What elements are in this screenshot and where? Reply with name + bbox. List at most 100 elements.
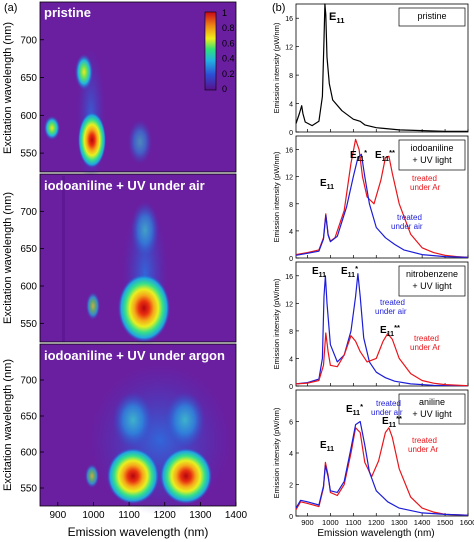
y-tick-label: 12 xyxy=(285,301,293,308)
y-tick-label: 700 xyxy=(20,376,37,387)
heatmap-argon: iodoaniline + UV under argon xyxy=(39,343,237,515)
legend-box xyxy=(398,139,466,171)
legend-label: nitrobenzene xyxy=(406,269,458,279)
panel-a-ylabel-top: Excitation wavelength (nm) xyxy=(2,22,14,154)
x-tick-label: 1000 xyxy=(82,510,105,521)
panel-a-xlabel: Emission wavelength (nm) xyxy=(68,525,209,539)
annotation: E11 xyxy=(320,178,334,191)
hm-blob xyxy=(165,392,205,448)
annotation: treated xyxy=(380,298,405,307)
y-axis-label: Emission intensity (pW/nm) xyxy=(272,278,281,369)
y-axis-label: Emission intensity (pW/nm) xyxy=(272,151,281,242)
y-tick-label: 8 xyxy=(289,329,293,336)
x-tick-label: 1600 xyxy=(460,518,474,527)
series-line xyxy=(295,420,469,516)
y-tick-label: 550 xyxy=(20,149,37,160)
hm-blob xyxy=(90,365,230,515)
x-tick-label: 1200 xyxy=(154,510,177,521)
y-tick-label: 4 xyxy=(289,102,293,109)
y-tick-label: 4 xyxy=(289,451,293,458)
heatmap-title: iodoaniline + UV under argon xyxy=(44,348,225,363)
legend-label: + UV light xyxy=(412,409,452,419)
x-tick-label: 1200 xyxy=(368,518,385,527)
hm-blob xyxy=(75,54,93,90)
legend-label: aniline xyxy=(419,397,445,407)
x-tick-label: 900 xyxy=(49,510,66,521)
series-line xyxy=(295,3,468,132)
colorbar-tick-label: 1 xyxy=(222,8,227,18)
annotation: under air xyxy=(371,408,403,417)
x-tick-label: 900 xyxy=(301,518,314,527)
x-tick-label: 1100 xyxy=(345,518,361,527)
y-tick-label: 550 xyxy=(20,484,37,495)
legend-label: + UV light xyxy=(412,155,452,165)
colorbar-tick-label: 0 xyxy=(222,84,227,94)
x-tick-label: 1400 xyxy=(225,510,248,521)
annotation: E11 xyxy=(329,11,345,25)
y-tick-label: 0 xyxy=(289,130,293,137)
annotation: E11 xyxy=(320,440,334,453)
plot-frame xyxy=(295,135,469,259)
y-tick-label: 2 xyxy=(289,483,293,490)
legend-box xyxy=(398,393,466,425)
y-tick-label: 0 xyxy=(289,514,293,521)
heatmap-pristine: pristine xyxy=(39,1,237,188)
annotation: under Ar xyxy=(408,445,439,454)
legend-label: pristine xyxy=(417,11,446,21)
y-tick-label: 650 xyxy=(20,412,37,423)
y-tick-label: 16 xyxy=(285,16,293,23)
y-tick-label: 12 xyxy=(285,175,293,182)
spectrum-panel: 0 2 4 6 Emission intensity (pW/nm) aniline + U… xyxy=(272,389,469,521)
x-tick-label: 1500 xyxy=(437,518,454,527)
annotation: under air xyxy=(391,222,423,231)
hm-blob xyxy=(128,120,152,164)
annotation: treated xyxy=(412,436,437,445)
hm-blob xyxy=(44,116,60,140)
y-tick-label: 0 xyxy=(289,384,293,391)
y-tick-label: 650 xyxy=(20,244,37,255)
spectrum-panel: 0 4 8 12 16 Emission intensity (pW/nm) nitrobe… xyxy=(272,261,469,391)
hm-blob xyxy=(78,112,106,168)
series-line xyxy=(295,153,469,258)
colorbar-tick-label: 0.4 xyxy=(222,54,235,64)
annotation: treated xyxy=(412,174,437,183)
x-tick-label: 1000 xyxy=(322,518,339,527)
y-tick-label: 16 xyxy=(285,148,293,155)
x-tick-label: 1400 xyxy=(414,518,431,527)
panel-a-label: (a) xyxy=(4,2,17,14)
y-tick-label: 700 xyxy=(20,35,37,46)
annotation: treated xyxy=(397,213,422,222)
hm-blob xyxy=(113,392,153,448)
legend-label: iodoaniline xyxy=(410,143,453,153)
annotation: under air xyxy=(375,307,407,316)
annotation: E11* xyxy=(346,402,363,417)
annotation: under Ar xyxy=(410,343,441,352)
y-tick-label: 6 xyxy=(289,420,293,427)
y-tick-label: 4 xyxy=(289,356,293,363)
panel-a-ylabel-mid: Excitation wavelength (nm) xyxy=(2,192,14,324)
panel-b-xlabel: Emission wavelength (nm) xyxy=(317,528,434,539)
legend-box xyxy=(398,7,466,27)
hm-blob xyxy=(107,448,159,504)
legend-label: + UV light xyxy=(412,281,452,291)
heatmap-air: iodoaniline + UV under air xyxy=(39,173,237,350)
y-tick-label: 550 xyxy=(20,319,37,330)
plot-frame xyxy=(295,3,469,133)
annotation: under Ar xyxy=(410,183,441,192)
hm-blob xyxy=(85,464,99,488)
annotation: E11* xyxy=(350,148,367,163)
y-tick-label: 600 xyxy=(20,282,37,293)
y-tick-label: 650 xyxy=(20,73,37,84)
heatmap-title: iodoaniline + UV under air xyxy=(44,178,205,193)
y-tick-label: 8 xyxy=(289,202,293,209)
legend-box xyxy=(398,265,466,297)
annotation: E11** xyxy=(380,323,400,338)
colorbar: 1 0.8 0.6 0.4 0.2 0 xyxy=(204,8,235,94)
y-tick-label: 4 xyxy=(289,229,293,236)
series-line xyxy=(295,332,469,387)
y-tick-label: 700 xyxy=(20,207,37,218)
annotation: treated xyxy=(376,399,401,408)
annotation: E11* xyxy=(341,264,358,279)
plot-frame xyxy=(295,261,469,387)
hm-blob xyxy=(131,202,159,258)
